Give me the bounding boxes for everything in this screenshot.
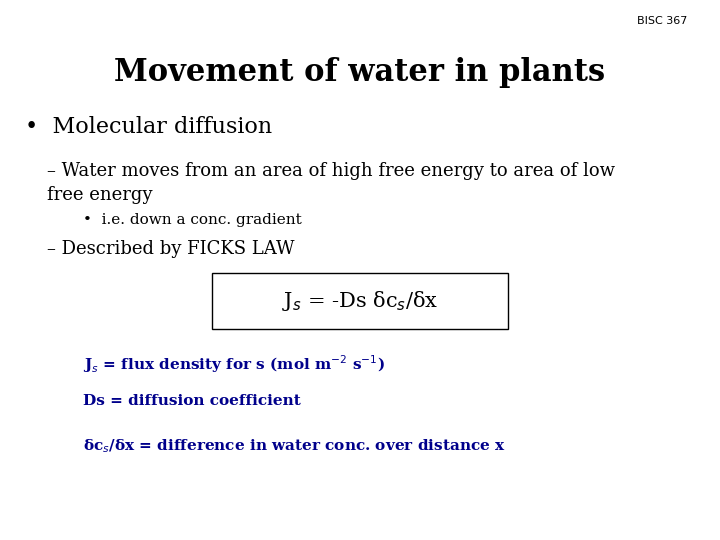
Text: J$_s$ = -Ds δc$_s$/δx: J$_s$ = -Ds δc$_s$/δx <box>282 289 438 313</box>
Text: •  Molecular diffusion: • Molecular diffusion <box>25 116 272 138</box>
Text: •  i.e. down a conc. gradient: • i.e. down a conc. gradient <box>83 213 302 227</box>
FancyBboxPatch shape <box>212 273 508 329</box>
Text: BISC 367: BISC 367 <box>637 16 688 26</box>
Text: J$_s$ = flux density for s (mol m$^{-2}$ s$^{-1}$): J$_s$ = flux density for s (mol m$^{-2}$… <box>83 354 384 375</box>
Text: δc$_s$/δx = difference in water conc. over distance x: δc$_s$/δx = difference in water conc. ov… <box>83 437 505 455</box>
Text: Ds = diffusion coefficient: Ds = diffusion coefficient <box>83 394 300 408</box>
Text: Movement of water in plants: Movement of water in plants <box>114 57 606 87</box>
Text: free energy: free energy <box>47 186 153 204</box>
Text: – Water moves from an area of high free energy to area of low: – Water moves from an area of high free … <box>47 162 615 180</box>
Text: – Described by FICKS LAW: – Described by FICKS LAW <box>47 240 294 258</box>
